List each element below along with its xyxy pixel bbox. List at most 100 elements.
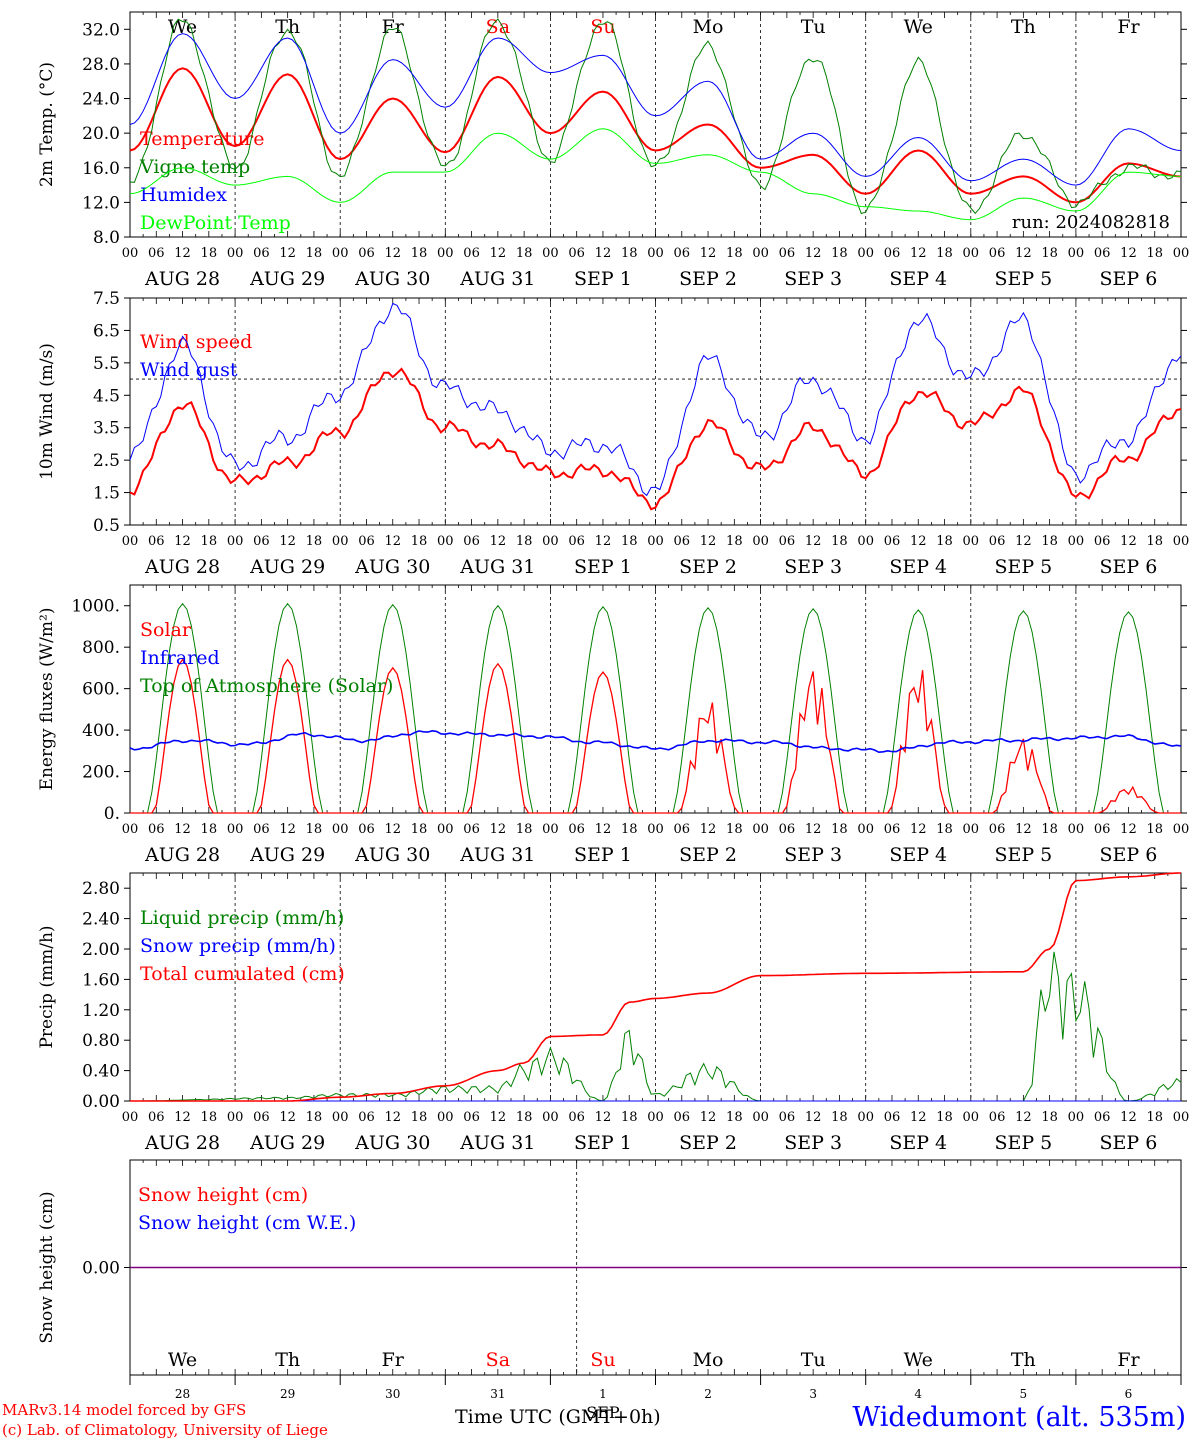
legend-entry: Liquid precip (mm/h) bbox=[140, 907, 344, 929]
hour-tick-label: 18 bbox=[516, 1110, 533, 1125]
hour-tick-label: 00 bbox=[752, 246, 769, 261]
legend-entry: Snow height (cm W.E.) bbox=[138, 1212, 356, 1234]
model-line: MARv3.14 model forced by GFS bbox=[2, 1401, 247, 1419]
y-tick-label: 1000. bbox=[71, 597, 120, 617]
date-label: AUG 28 bbox=[144, 844, 220, 866]
date-label: SEP 2 bbox=[679, 844, 737, 866]
date-label: SEP 5 bbox=[994, 1132, 1052, 1154]
y-tick-label: 200. bbox=[82, 763, 120, 783]
hour-tick-label: 18 bbox=[1146, 1110, 1163, 1125]
hour-tick-label: 06 bbox=[779, 1110, 796, 1125]
date-label: SEP 2 bbox=[679, 556, 737, 578]
y-axis-label: 10m Wind (m/s) bbox=[37, 343, 57, 480]
hour-tick-label: 06 bbox=[358, 1110, 375, 1125]
y-tick-label: 0.00 bbox=[82, 1092, 120, 1112]
legend-entry: Snow height (cm) bbox=[138, 1184, 308, 1206]
hour-tick-label: 06 bbox=[1094, 534, 1111, 549]
hour-tick-label: 00 bbox=[647, 822, 664, 837]
date-label: SEP 1 bbox=[574, 1132, 632, 1154]
hour-tick-label: 00 bbox=[963, 246, 980, 261]
hour-tick-label: 18 bbox=[1041, 822, 1058, 837]
hour-tick-label: 06 bbox=[674, 1110, 691, 1125]
hour-tick-label: 12 bbox=[910, 1110, 927, 1125]
hour-tick-label: 18 bbox=[201, 1110, 218, 1125]
hour-tick-label: 12 bbox=[595, 534, 612, 549]
weekday-label: Su bbox=[590, 16, 615, 38]
hour-tick-label: 12 bbox=[1120, 822, 1137, 837]
hour-tick-label: 00 bbox=[122, 534, 139, 549]
date-label: SEP 5 bbox=[994, 268, 1052, 290]
hour-tick-label: 00 bbox=[227, 534, 244, 549]
series-line-wind-1 bbox=[129, 367, 1182, 511]
date-label: AUG 28 bbox=[144, 1132, 220, 1154]
hour-tick-label: 06 bbox=[568, 1110, 585, 1125]
series-line-temp-3 bbox=[129, 33, 1182, 186]
hour-tick-label: 00 bbox=[1173, 534, 1190, 549]
weekday-label: Fr bbox=[382, 16, 405, 38]
hour-tick-label: 00 bbox=[1173, 822, 1190, 837]
y-tick-label: 12.0 bbox=[82, 193, 120, 213]
hour-tick-label: 12 bbox=[1015, 1110, 1032, 1125]
series-line-infrared bbox=[129, 729, 1182, 754]
hour-tick-label: 12 bbox=[279, 822, 296, 837]
hour-tick-label: 00 bbox=[332, 246, 349, 261]
date-label: SEP 3 bbox=[784, 268, 842, 290]
hour-tick-label: 18 bbox=[411, 246, 428, 261]
hour-tick-label: 06 bbox=[779, 534, 796, 549]
weekday-label: Sa bbox=[486, 1349, 510, 1371]
date-label: AUG 29 bbox=[249, 268, 325, 290]
y-tick-label: 3.5 bbox=[93, 419, 120, 439]
y-axis-label: Snow height (cm) bbox=[37, 1191, 57, 1343]
panel-4: 0.00 0.40 0.80 1.20 1.60 2.00 2.40 2.80 Precip (… bbox=[37, 872, 1189, 1154]
hour-tick-label: 12 bbox=[910, 822, 927, 837]
hour-tick-label: 00 bbox=[332, 534, 349, 549]
y-tick-label: 0.5 bbox=[93, 516, 120, 536]
hour-tick-label: 12 bbox=[700, 534, 717, 549]
hour-tick-label: 00 bbox=[437, 246, 454, 261]
hour-tick-label: 06 bbox=[674, 534, 691, 549]
legend-entry: Vigne temp bbox=[139, 156, 250, 178]
hour-tick-label: 18 bbox=[1041, 1110, 1058, 1125]
date-label: AUG 31 bbox=[459, 268, 535, 290]
day-number: 31 bbox=[490, 1387, 505, 1401]
weekday-label: We bbox=[168, 16, 197, 38]
hour-tick-label: 18 bbox=[1041, 246, 1058, 261]
weekday-label: We bbox=[904, 1349, 933, 1371]
hour-tick-label: 12 bbox=[384, 246, 401, 261]
date-label: AUG 28 bbox=[144, 556, 220, 578]
hour-tick-label: 00 bbox=[542, 246, 559, 261]
y-tick-label: 400. bbox=[82, 721, 120, 741]
y-tick-label: 0. bbox=[104, 804, 120, 824]
hour-tick-label: 06 bbox=[1094, 822, 1111, 837]
y-tick-label: 5.5 bbox=[93, 354, 120, 374]
y-tick-label: 800. bbox=[82, 638, 120, 658]
y-axis-label: 2m Temp. (°C) bbox=[37, 62, 57, 187]
weekday-label: Fr bbox=[1117, 1349, 1140, 1371]
y-tick-label: 1.60 bbox=[82, 970, 120, 990]
hour-tick-label: 18 bbox=[621, 246, 638, 261]
hour-tick-label: 12 bbox=[279, 1110, 296, 1125]
hour-tick-label: 12 bbox=[1015, 822, 1032, 837]
legend-entry: Solar bbox=[140, 619, 192, 641]
y-tick-label: 0.80 bbox=[82, 1031, 120, 1051]
y-tick-label: 24.0 bbox=[82, 90, 120, 110]
hour-tick-label: 06 bbox=[463, 534, 480, 549]
hour-tick-label: 12 bbox=[1015, 246, 1032, 261]
hour-tick-label: 06 bbox=[779, 822, 796, 837]
hour-tick-label: 12 bbox=[1015, 534, 1032, 549]
month-label: SEP bbox=[586, 1403, 620, 1422]
hour-tick-label: 06 bbox=[148, 246, 165, 261]
hour-tick-label: 18 bbox=[1146, 822, 1163, 837]
station-label: Widedumont (alt. 535m) bbox=[852, 1402, 1186, 1433]
date-label: SEP 3 bbox=[784, 556, 842, 578]
weekday-label: Th bbox=[275, 1349, 300, 1371]
hour-tick-label: 06 bbox=[568, 534, 585, 549]
hour-tick-label: 18 bbox=[621, 822, 638, 837]
hour-tick-label: 18 bbox=[1041, 534, 1058, 549]
hour-tick-label: 00 bbox=[542, 822, 559, 837]
hour-tick-label: 18 bbox=[1146, 534, 1163, 549]
weekday-label: Mo bbox=[693, 16, 724, 38]
y-tick-label: 1.20 bbox=[82, 1001, 120, 1021]
date-label: SEP 1 bbox=[574, 844, 632, 866]
